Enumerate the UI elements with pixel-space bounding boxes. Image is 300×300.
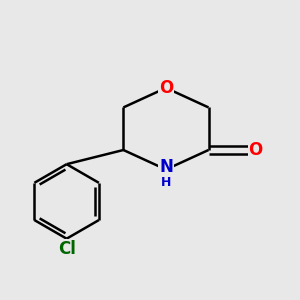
Text: Cl: Cl: [58, 240, 76, 258]
Text: N: N: [159, 158, 173, 176]
Text: O: O: [159, 79, 173, 97]
Text: O: O: [249, 141, 263, 159]
Text: H: H: [161, 176, 171, 190]
